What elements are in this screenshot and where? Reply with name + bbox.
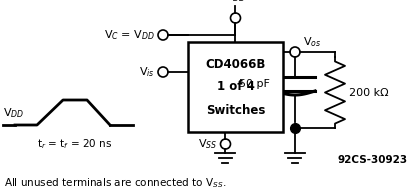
Text: Switches: Switches [206,103,265,117]
Text: t$_r$ = t$_f$ = 20 ns: t$_r$ = t$_f$ = 20 ns [37,137,112,151]
Text: V$_{SS}$: V$_{SS}$ [198,137,218,151]
Text: V$_{DD}$: V$_{DD}$ [3,106,24,120]
Text: V$_{os}$: V$_{os}$ [303,35,322,49]
Text: V$_{is}$: V$_{is}$ [139,65,155,79]
Text: V$_{DD}$: V$_{DD}$ [225,0,246,4]
Bar [188,42,283,132]
Text: 1 of 4: 1 of 4 [216,80,254,94]
Text: V$_C$ = V$_{DD}$: V$_C$ = V$_{DD}$ [104,28,155,42]
Text: 200 kΩ: 200 kΩ [349,88,389,98]
Text: 92CS-30923: 92CS-30923 [338,155,408,165]
Text: All unused terminals are connected to V$_{SS}$.: All unused terminals are connected to V$… [4,176,226,190]
Text: CD4066B: CD4066B [205,57,266,70]
Text: 50 pF: 50 pF [239,79,270,89]
